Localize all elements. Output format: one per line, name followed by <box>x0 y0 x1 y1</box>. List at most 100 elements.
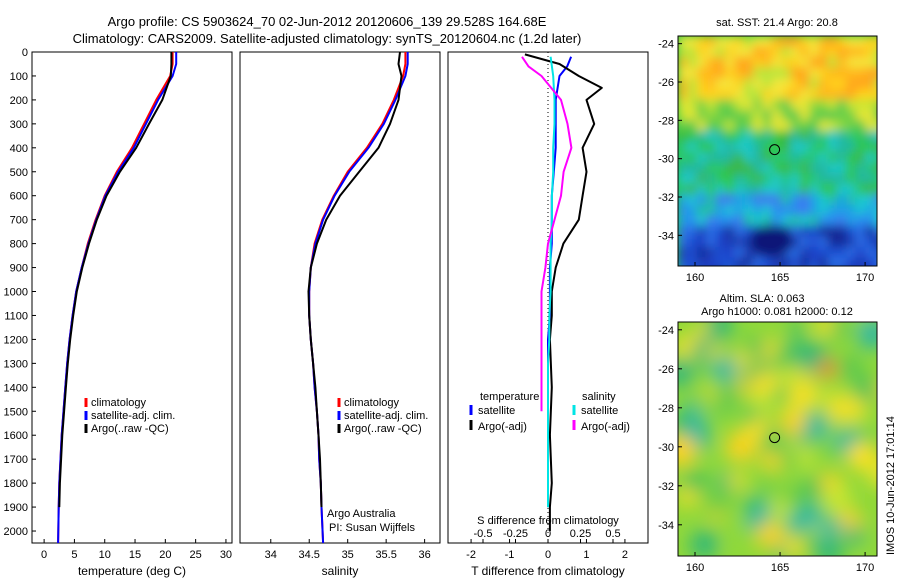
sst-cell <box>678 225 689 237</box>
sst-cell <box>725 268 736 279</box>
series-line-salinity-satellite <box>547 56 556 508</box>
salinity-legend: climatology satellite-adj. clim. Argo(..… <box>337 397 428 435</box>
sst-cell <box>846 78 858 90</box>
sst-cell <box>799 236 811 248</box>
y-tick-label: 400 <box>10 143 28 155</box>
sst-cell <box>827 46 839 58</box>
sst-cell <box>846 183 858 195</box>
sla-cell <box>713 389 734 409</box>
sst-cell <box>752 78 764 90</box>
sst-cell <box>715 257 727 266</box>
sst-cell <box>743 204 755 216</box>
temperature-axes-frame <box>31 51 233 544</box>
sst-cell <box>771 67 783 79</box>
sst-cell <box>715 246 727 258</box>
sst-cell <box>799 130 811 142</box>
sst-cell <box>762 88 774 100</box>
y-tick-label: 800 <box>10 239 28 251</box>
sla-cell <box>770 500 790 521</box>
sst-cell <box>790 257 802 266</box>
sst-cell <box>865 46 877 58</box>
sst-cell <box>874 268 885 279</box>
sst-cell <box>771 88 783 100</box>
sst-cell <box>734 173 746 185</box>
sst-cell <box>715 67 727 79</box>
sst-cell <box>865 88 877 100</box>
sst-cell <box>724 141 736 153</box>
sla-cell <box>759 428 787 455</box>
sst-cell <box>715 183 727 195</box>
sst-cell <box>724 120 736 132</box>
sst-cell <box>790 246 802 258</box>
sst-cell <box>771 162 783 174</box>
sst-map-frame <box>677 35 878 267</box>
sst-cell <box>827 225 839 237</box>
sst-cell <box>715 162 727 174</box>
sst-cell <box>696 130 708 142</box>
sst-cell <box>818 225 830 237</box>
sst-cell <box>865 151 877 163</box>
lon-tick-label: 165 <box>771 562 789 574</box>
sst-cell <box>678 204 689 216</box>
sst-cell <box>762 57 774 69</box>
sst-cell <box>715 141 727 153</box>
difference-xlabel: T difference from climatology <box>471 564 625 578</box>
legend-temp-argo-label: Argo(-adj) <box>478 421 527 433</box>
sst-cell <box>687 99 699 111</box>
sst-cell <box>724 215 736 227</box>
sst-cell <box>724 99 736 111</box>
sla-cell <box>837 393 867 423</box>
sst-cell <box>827 88 839 100</box>
sst-cell <box>855 215 867 227</box>
sla-cell <box>780 409 806 435</box>
sst-cell <box>771 46 783 58</box>
sst-cell <box>799 215 811 227</box>
sst-cell <box>780 46 792 58</box>
sla-cell <box>705 322 734 340</box>
sst-cell <box>762 151 774 163</box>
x-tick-label: 36 <box>418 549 430 561</box>
sst-cell <box>818 204 830 216</box>
sst-cell <box>687 225 699 237</box>
sst-cell <box>837 162 849 174</box>
figure-title-line1: Argo profile: CS 5903624_70 02-Jun-2012 … <box>108 14 547 29</box>
sst-cell <box>874 257 877 266</box>
sst-cell <box>865 173 877 185</box>
sla-cell <box>747 462 769 485</box>
sst-cell <box>752 151 764 163</box>
sst-cell <box>696 88 708 100</box>
sst-cell <box>706 194 718 206</box>
sst-cell <box>865 78 877 90</box>
sla-cell <box>721 455 739 472</box>
sst-cell <box>678 215 689 227</box>
sst-cell <box>808 162 820 174</box>
sst-cell <box>678 67 689 79</box>
sst-cell <box>724 130 736 142</box>
sst-cell <box>808 151 820 163</box>
series-line-temperature-argo-adj- <box>524 53 603 531</box>
sst-cell <box>762 162 774 174</box>
sst-cell <box>743 215 755 227</box>
sst-cell <box>678 246 689 258</box>
sst-cell <box>808 36 820 47</box>
sst-cell <box>706 99 718 111</box>
sst-cell <box>837 36 849 47</box>
x-tick-label: 35.5 <box>375 549 396 561</box>
sst-cell <box>790 173 802 185</box>
sst-cell <box>874 246 877 258</box>
sst-cell <box>837 151 849 163</box>
x-tick-label: 2 <box>622 549 628 561</box>
sst-cell <box>715 194 727 206</box>
sst-cell <box>715 225 727 237</box>
sla-cell <box>847 441 877 471</box>
sst-cell <box>734 215 746 227</box>
sst-cell <box>808 78 820 90</box>
sst-cell <box>724 57 736 69</box>
sst-cell <box>743 78 755 90</box>
sst-cell <box>790 99 802 111</box>
sst-cell <box>743 67 755 79</box>
sst-cell <box>827 36 839 47</box>
sst-cell <box>818 268 829 279</box>
sst-cell <box>790 236 802 248</box>
sst-cell <box>846 215 858 227</box>
